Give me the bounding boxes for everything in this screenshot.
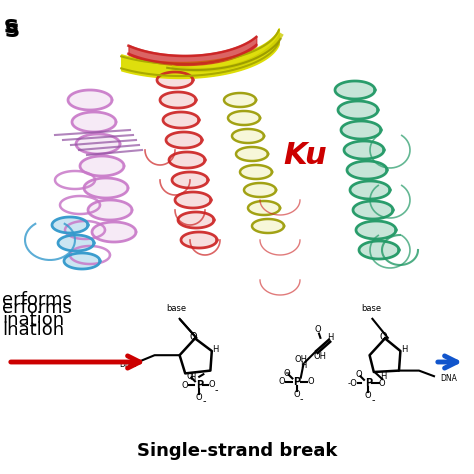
Text: O: O — [190, 332, 197, 342]
Polygon shape — [335, 81, 375, 99]
Text: OH: OH — [294, 355, 307, 364]
Text: -: - — [214, 384, 218, 395]
Polygon shape — [157, 72, 193, 88]
Text: H: H — [189, 373, 195, 382]
Polygon shape — [84, 178, 128, 198]
Polygon shape — [240, 165, 272, 179]
Polygon shape — [338, 101, 378, 119]
Text: H: H — [401, 345, 407, 354]
Polygon shape — [181, 232, 217, 248]
Text: erforms: erforms — [2, 291, 72, 309]
Polygon shape — [178, 212, 214, 228]
Polygon shape — [58, 235, 94, 251]
Text: erforms: erforms — [2, 299, 72, 317]
Polygon shape — [359, 241, 399, 259]
Polygon shape — [172, 172, 208, 188]
Polygon shape — [350, 181, 390, 199]
Polygon shape — [52, 217, 88, 233]
Text: P: P — [293, 377, 300, 387]
Text: ination: ination — [2, 321, 64, 339]
Polygon shape — [160, 92, 196, 108]
Polygon shape — [228, 111, 260, 125]
Text: O: O — [355, 370, 362, 379]
Polygon shape — [232, 129, 264, 143]
Text: O: O — [365, 392, 372, 401]
Polygon shape — [72, 112, 116, 132]
Text: -: - — [372, 395, 375, 405]
Text: O: O — [182, 382, 189, 391]
Text: -: - — [202, 396, 206, 406]
Polygon shape — [88, 200, 132, 220]
Text: Single-strand break: Single-strand break — [137, 442, 337, 460]
Text: P: P — [365, 378, 372, 388]
Text: DNA: DNA — [440, 374, 457, 383]
Text: =: = — [284, 370, 290, 376]
Text: O: O — [209, 380, 215, 389]
Text: base: base — [361, 304, 381, 313]
Polygon shape — [169, 152, 205, 168]
Text: O: O — [283, 369, 290, 378]
Polygon shape — [347, 161, 387, 179]
Text: O: O — [314, 326, 321, 335]
Polygon shape — [236, 147, 268, 161]
Text: P: P — [196, 380, 203, 390]
Text: -: - — [300, 393, 303, 403]
Polygon shape — [163, 112, 199, 128]
Text: base: base — [167, 304, 187, 313]
Text: H: H — [212, 345, 219, 354]
Polygon shape — [252, 219, 284, 233]
Polygon shape — [175, 192, 211, 208]
Text: O: O — [307, 377, 314, 386]
Text: H: H — [381, 372, 387, 381]
Polygon shape — [344, 141, 384, 159]
Text: O: O — [293, 390, 300, 399]
Polygon shape — [64, 253, 100, 269]
Text: ination: ination — [2, 311, 64, 329]
Polygon shape — [92, 222, 136, 242]
Text: DNA: DNA — [119, 360, 136, 369]
Text: O: O — [380, 332, 387, 342]
Polygon shape — [248, 201, 280, 215]
Polygon shape — [353, 201, 393, 219]
Text: O: O — [279, 377, 285, 386]
Text: O: O — [196, 392, 202, 401]
Text: s: s — [5, 18, 20, 42]
Text: O: O — [379, 379, 385, 388]
Text: -O: -O — [348, 379, 358, 388]
Polygon shape — [166, 132, 202, 148]
Text: s: s — [4, 14, 19, 38]
Text: H: H — [301, 361, 307, 370]
Polygon shape — [224, 93, 256, 107]
Text: H: H — [328, 333, 334, 342]
Polygon shape — [68, 90, 112, 110]
Polygon shape — [80, 156, 124, 176]
Polygon shape — [341, 121, 381, 139]
Polygon shape — [76, 134, 120, 154]
Text: OH: OH — [314, 352, 327, 361]
Text: Ku: Ku — [283, 140, 327, 170]
Text: O: O — [186, 372, 193, 381]
Polygon shape — [356, 221, 396, 239]
Polygon shape — [244, 183, 276, 197]
